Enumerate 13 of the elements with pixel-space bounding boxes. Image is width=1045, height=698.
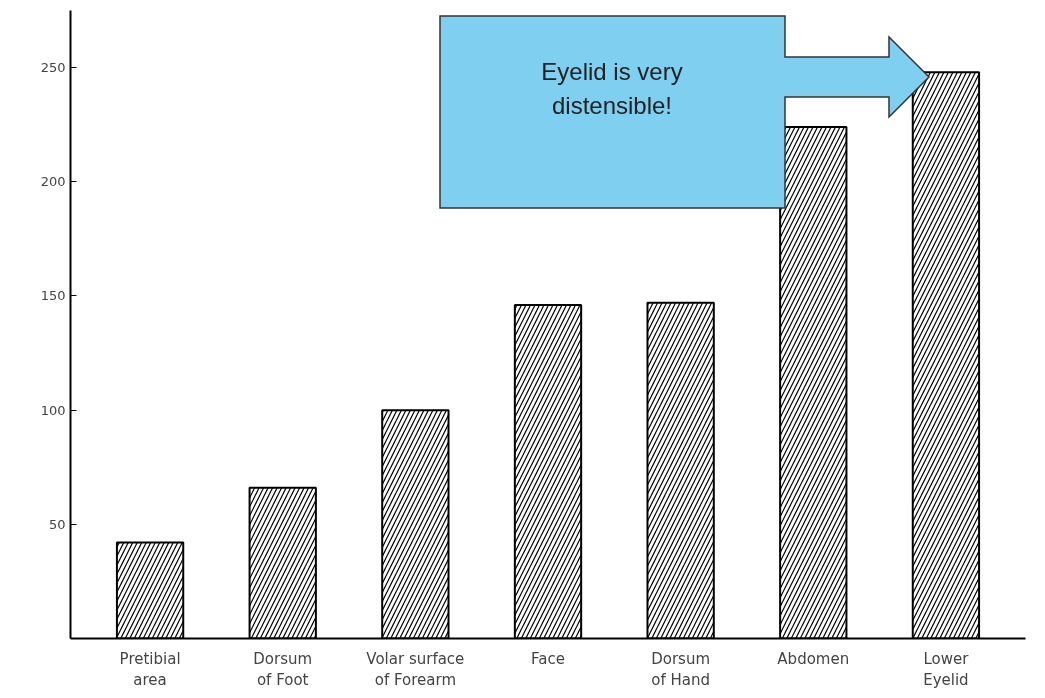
x-tick-label: Abdomen (777, 649, 850, 668)
x-tick-label: Face (531, 649, 565, 668)
y-tick-label: 50 (48, 516, 66, 532)
x-tick-label: Dorsum of Foot (253, 649, 313, 690)
y-tick-label: 200 (40, 174, 66, 190)
x-tick-label: Dorsum of Hand (651, 649, 711, 690)
x-tick-label: Volar surface of Forearm (366, 649, 465, 690)
annotation: Eyelid is very distensible! (540, 57, 684, 121)
x-tick-label: Lower Eyelid (923, 649, 970, 690)
y-tick-label: 150 (40, 288, 66, 304)
y-tick-label: 100 (40, 402, 66, 418)
x-tick-label: Pretibial area (119, 649, 181, 690)
y-tick-label: 250 (40, 60, 66, 76)
